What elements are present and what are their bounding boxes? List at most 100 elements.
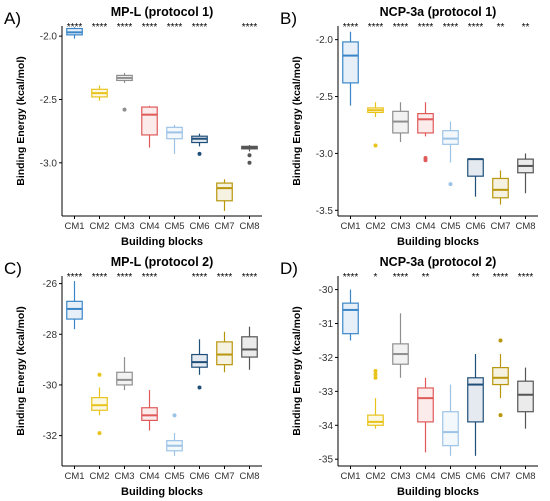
panel-label: B) [280, 9, 297, 28]
y-tick-label: -31 [319, 319, 334, 330]
significance-marker: ** [497, 22, 505, 33]
significance-marker: **** [368, 22, 384, 33]
box-cm2 [91, 397, 108, 411]
x-tick-label: CM7 [490, 221, 510, 232]
box-cm4 [417, 113, 434, 134]
x-tick-label: CM3 [390, 221, 410, 232]
significance-marker: **** [443, 22, 459, 33]
significance-marker: **** [393, 272, 409, 283]
x-tick-label: CM6 [189, 471, 209, 482]
x-tick-label: CM2 [365, 471, 385, 482]
x-tick-label: CM4 [415, 471, 435, 482]
y-tick-label: -2.0 [316, 35, 334, 46]
x-tick-label: CM8 [239, 221, 259, 232]
outlier-point [197, 385, 202, 390]
significance-marker: **** [418, 22, 434, 33]
y-tick-label: -2.5 [40, 95, 58, 106]
x-tick-label: CM1 [340, 221, 360, 232]
x-tick-label: CM4 [415, 221, 435, 232]
x-tick-label: CM3 [114, 221, 134, 232]
y-tick-label: -30 [319, 285, 334, 296]
significance-marker: **** [518, 272, 534, 283]
box-cm1 [342, 41, 359, 84]
x-tick-label: CM6 [465, 471, 485, 482]
box-cm4 [141, 407, 158, 422]
outlier-point [373, 369, 378, 373]
y-tick-label: -33 [319, 387, 334, 398]
y-tick-label: -3.0 [316, 149, 334, 160]
y-axis-label: Binding Energy (kcal/mol) [291, 56, 303, 186]
box-cm7 [216, 341, 233, 366]
x-axis-label: Building blocks [397, 236, 479, 248]
significance-marker: **** [67, 272, 83, 283]
x-tick-label: CM6 [189, 221, 209, 232]
significance-marker: **** [393, 22, 409, 33]
x-tick-label: CM5 [164, 471, 184, 482]
y-tick-label: -30 [43, 380, 58, 391]
significance-marker: * [374, 272, 378, 283]
panel-title: NCP-3a (protocol 1) [380, 5, 497, 19]
x-axis-label: Building blocks [121, 236, 203, 248]
box-cm1 [342, 302, 359, 335]
y-axis-label: Binding Energy (kcal/mol) [291, 306, 303, 436]
y-tick-label: -28 [43, 330, 58, 341]
significance-marker: **** [242, 22, 258, 33]
panel-title: MP-L (protocol 1) [111, 5, 214, 19]
outlier-point [172, 413, 177, 418]
box-cm7 [492, 367, 509, 386]
significance-marker: ** [522, 22, 530, 33]
outlier-point [373, 143, 378, 148]
y-tick-label: -2.5 [316, 92, 334, 103]
significance-marker: **** [167, 22, 183, 33]
significance-marker: ** [472, 272, 480, 283]
x-tick-label: CM5 [440, 471, 460, 482]
outlier-point [247, 153, 252, 158]
box-cm8 [241, 336, 258, 358]
x-tick-label: CM7 [490, 471, 510, 482]
panel-a: A) MP-L (protocol 1) -2.0 -2.5 -3.0 Binding E… [4, 5, 262, 248]
significance-marker: **** [192, 272, 208, 283]
panel-d: D) NCP-3a (protocol 2) -30 -31 -32 -33 -34 -35 B… [280, 255, 538, 498]
significance-marker: **** [142, 22, 158, 33]
x-tick-label: CM1 [64, 471, 84, 482]
y-tick-label: -34 [319, 421, 334, 432]
x-tick-label: CM4 [139, 221, 159, 232]
significance-marker: **** [242, 272, 258, 283]
outlier-point [247, 160, 252, 165]
y-tick-label: -2.0 [40, 32, 58, 43]
outlier-point [423, 158, 428, 163]
box-cm4 [141, 106, 158, 136]
x-tick-label: CM5 [164, 221, 184, 232]
box-cm5 [442, 411, 459, 447]
panel-title: MP-L (protocol 2) [111, 255, 214, 269]
box-cm7 [492, 177, 509, 199]
x-tick-label: CM1 [340, 471, 360, 482]
x-tick-label: CM3 [390, 471, 410, 482]
y-axis-label: Binding Energy (kcal/mol) [15, 306, 27, 436]
x-tick-label: CM8 [239, 471, 259, 482]
y-tick-label: -3.0 [40, 158, 58, 169]
panel-c: C) MP-L (protocol 2) -26 -28 -30 -32 Binding E… [4, 255, 262, 498]
significance-marker: **** [117, 22, 133, 33]
outlier-point [373, 375, 378, 380]
x-tick-label: CM7 [214, 471, 234, 482]
y-tick-label: -32 [319, 353, 334, 364]
box-cm7 [216, 182, 233, 202]
box-cm6 [191, 353, 208, 368]
box-cm4 [417, 387, 434, 423]
box-cm6 [467, 377, 484, 423]
box-cm3 [116, 371, 133, 386]
x-axis-label: Building blocks [397, 486, 479, 498]
significance-marker: **** [142, 272, 158, 283]
x-tick-label: CM2 [89, 471, 109, 482]
panel-label: D) [280, 259, 298, 278]
significance-marker: **** [117, 272, 133, 283]
outlier-point [97, 431, 102, 436]
y-tick-label: -26 [43, 279, 58, 290]
significance-marker: **** [493, 272, 509, 283]
x-tick-label: CM7 [214, 221, 234, 232]
x-tick-label: CM2 [89, 221, 109, 232]
significance-marker: **** [192, 22, 208, 33]
outlier-point [448, 182, 453, 187]
